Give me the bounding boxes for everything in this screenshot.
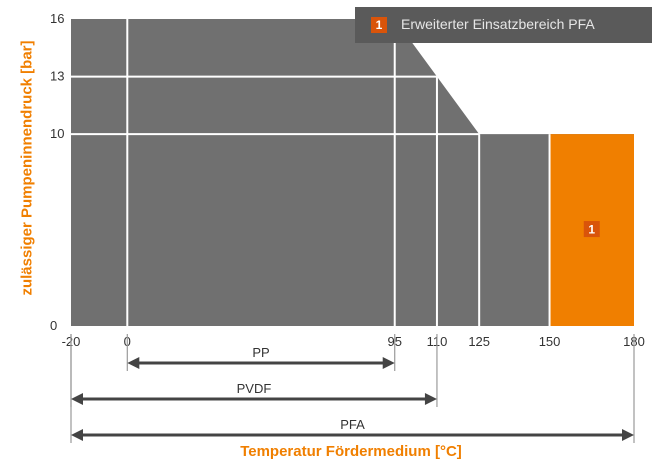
x-tick-label-150: 150 [539, 334, 561, 349]
extended-region-marker: 1 [588, 223, 595, 237]
legend: 1 Erweiterter Einsatzbereich PFA [355, 7, 652, 43]
y-axis-title: zulässiger Pumpeninnendruck [bar] [18, 40, 36, 296]
operating-envelope [71, 19, 634, 326]
material-ranges: PP PVDF PFA [70, 334, 635, 443]
y-tick-label-10: 10 [50, 126, 64, 141]
range-label-pvdf: PVDF [237, 381, 272, 396]
x-axis-title: Temperatur Fördermedium [°C] [240, 443, 462, 460]
legend-marker: 1 [371, 17, 387, 33]
range-arrowhead-left-pvdf [71, 393, 83, 405]
range-label-pp: PP [252, 345, 269, 360]
range-label-pfa: PFA [340, 417, 365, 432]
range-arrowhead-left-pfa [71, 429, 83, 441]
plot-area: 1 [71, 19, 634, 326]
y-tick-label-13: 13 [50, 69, 64, 84]
legend-label: Erweiterter Einsatzbereich PFA [401, 16, 595, 32]
range-arrowhead-right-pp [382, 357, 395, 369]
y-tick-label-16: 16 [50, 11, 64, 26]
range-arrowhead-right-pfa [622, 429, 634, 441]
range-arrowhead-right-pvdf [424, 393, 437, 405]
range-arrowhead-left-pp [127, 357, 140, 369]
x-tick-label-125: 125 [468, 334, 490, 349]
y-tick-label-0: 0 [50, 318, 57, 333]
grid-lines [71, 19, 551, 326]
extended-region-marker-box [583, 221, 600, 238]
